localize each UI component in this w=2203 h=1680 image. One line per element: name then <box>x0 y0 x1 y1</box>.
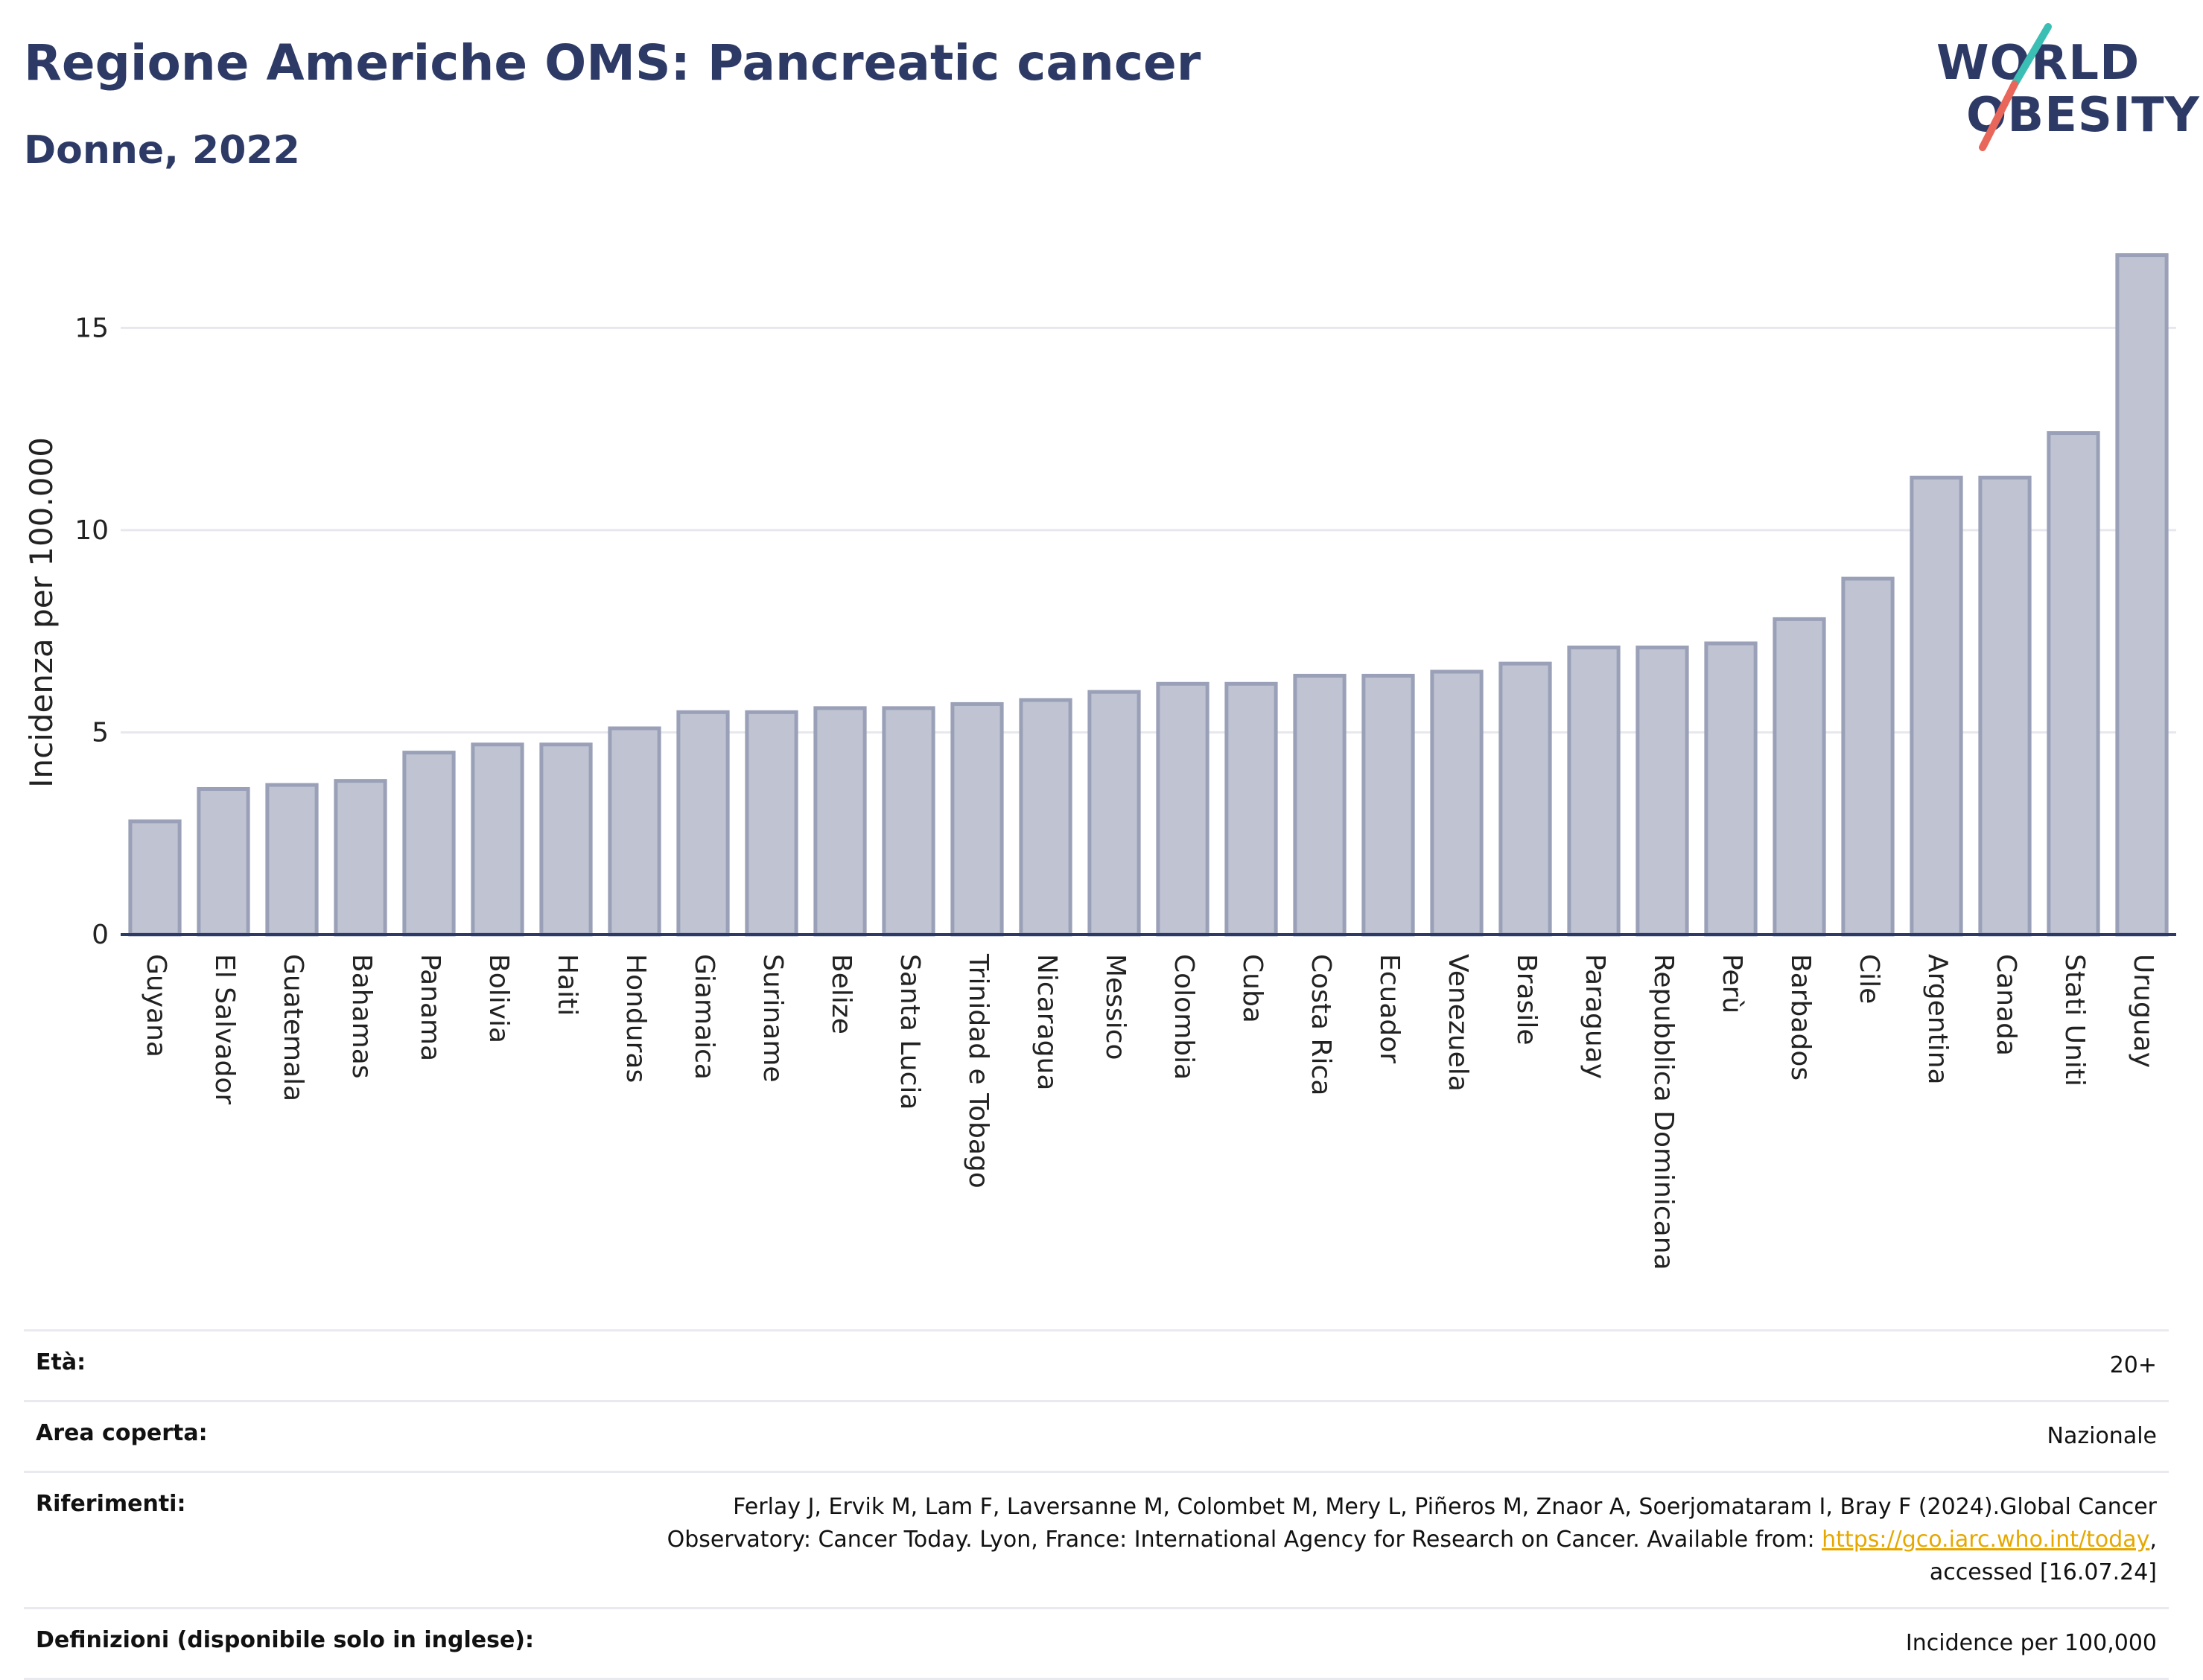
y-tick-labels: 0 5 10 15 <box>74 313 109 950</box>
x-tick-label: Perù <box>1717 954 1747 1014</box>
bar <box>1910 475 1963 937</box>
x-tick-label: Colombia <box>1169 954 1199 1080</box>
x-tick-label: Argentina <box>1922 954 1953 1085</box>
age-value: 20+ <box>2109 1352 2157 1378</box>
x-tick-labels: Guyana El Salvador Guatemala Bahamas Panama B… <box>141 953 2158 1270</box>
gridlines <box>121 326 2176 734</box>
references-accessed: , accessed [16.07.24] <box>1929 1527 2157 1585</box>
bar <box>197 786 250 937</box>
references-value: Ferlay J, Ervik M, Lam F, Laversanne M, … <box>630 1491 2157 1589</box>
x-tick-label: Suriname <box>757 954 788 1083</box>
bar <box>1567 645 1621 937</box>
bar <box>2047 431 2100 937</box>
bar <box>1019 698 1072 937</box>
bar <box>1224 681 1278 937</box>
bar <box>1156 681 1209 937</box>
x-tick-label: Repubblica Dominicana <box>1648 954 1679 1270</box>
x-tick-label: Bolivia <box>483 954 514 1043</box>
y-tick-label: 0 <box>92 920 109 950</box>
bar <box>128 819 182 937</box>
area-label: Area coperta: <box>36 1420 208 1446</box>
x-tick-label: Belize <box>826 954 856 1034</box>
x-tick-label: Bahamas <box>346 954 377 1079</box>
info-row-age: Età: 20+ <box>24 1329 2169 1400</box>
bar <box>882 706 935 937</box>
bar <box>1635 645 1689 937</box>
y-tick-label: 10 <box>74 515 109 546</box>
bar <box>950 701 1004 937</box>
bar <box>334 779 387 937</box>
bar <box>1087 690 1141 937</box>
x-tick-label: El Salvador <box>209 954 240 1104</box>
info-row-definitions: Definizioni (disponibile solo in inglese… <box>24 1607 2169 1680</box>
chart-title: Regione Americhe OMS: Pancreatic cancer <box>24 34 1201 92</box>
x-tick-label: Guatemala <box>278 954 308 1101</box>
y-tick-label: 5 <box>92 717 109 748</box>
bar <box>1841 576 1895 937</box>
x-tick-label: Costa Rica <box>1306 954 1336 1095</box>
references-text: Ferlay J, Ervik M, Lam F, Laversanne M, … <box>667 1494 2157 1553</box>
x-tick-label: Panama <box>415 954 445 1061</box>
bar-chart: 0 5 10 15 Guyana El Salvador Guatemala Bahamas… <box>23 253 2176 1270</box>
bar <box>1361 673 1415 937</box>
x-tick-label: Giamaica <box>689 954 719 1080</box>
info-table: Età: 20+ Area coperta: Nazionale Riferim… <box>24 1329 2169 1680</box>
x-tick-label: Venezuela <box>1443 954 1473 1092</box>
bar <box>1773 617 1826 937</box>
x-tick-label: Ecuador <box>1374 954 1405 1063</box>
bar <box>1704 641 1758 937</box>
bar <box>608 726 661 937</box>
x-tick-label: Canada <box>1991 954 2021 1056</box>
bar <box>471 742 524 937</box>
bar <box>539 742 593 937</box>
x-tick-label: Trinidad e Tobago <box>963 953 994 1189</box>
x-tick-label: Nicaragua <box>1031 954 1062 1090</box>
info-row-references: Riferimenti: Ferlay J, Ervik M, Lam F, L… <box>24 1471 2169 1607</box>
logo-slash-icon <box>1979 23 2052 151</box>
x-tick-label: Messico <box>1100 954 1131 1060</box>
bar <box>1978 475 2032 937</box>
bar <box>1498 661 1552 937</box>
area-value: Nazionale <box>2047 1423 2157 1449</box>
definitions-label: Definizioni (disponibile solo in inglese… <box>36 1627 534 1653</box>
references-label: Riferimenti: <box>36 1491 186 1517</box>
y-tick-label: 15 <box>74 313 109 343</box>
x-tick-label: Santa Lucia <box>894 954 925 1110</box>
bar <box>265 783 319 937</box>
bar <box>745 710 798 937</box>
bars <box>128 253 2169 937</box>
x-tick-label: Honduras <box>620 954 651 1083</box>
x-tick-label: Cuba <box>1237 954 1268 1023</box>
bar <box>813 706 867 937</box>
bar <box>1293 673 1347 937</box>
y-axis-title: Incidenza per 100.000 <box>23 437 60 788</box>
age-label: Età: <box>36 1349 86 1375</box>
world-obesity-logo: WORLD OBESITY <box>1936 21 2199 162</box>
chart-subtitle: Donne, 2022 <box>24 128 300 173</box>
x-tick-label: Brasile <box>1511 954 1542 1045</box>
bar <box>402 751 456 937</box>
x-tick-label: Haiti <box>552 954 582 1016</box>
bar <box>676 710 730 937</box>
definitions-value: Incidence per 100,000 <box>1905 1630 2157 1656</box>
bar <box>2115 253 2169 937</box>
x-tick-label: Guyana <box>141 954 171 1057</box>
x-tick-label: Stati Uniti <box>2059 954 2090 1086</box>
x-tick-label: Cile <box>1854 954 1884 1004</box>
x-tick-label: Uruguay <box>2128 954 2158 1068</box>
info-row-area: Area coperta: Nazionale <box>24 1400 2169 1471</box>
references-link[interactable]: https://gco.iarc.who.int/today <box>1822 1527 2150 1553</box>
bar <box>1430 669 1484 937</box>
x-tick-label: Barbados <box>1785 954 1816 1081</box>
x-tick-label: Paraguay <box>1580 954 1610 1079</box>
